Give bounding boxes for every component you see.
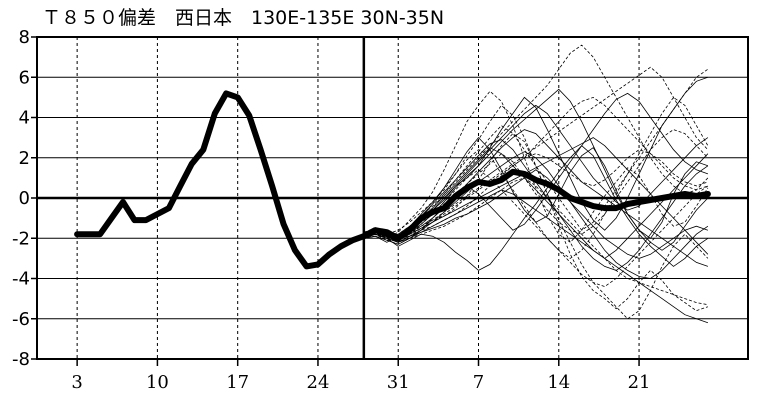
- ensemble-member-line: [363, 137, 709, 255]
- y-tick-label: 6: [19, 67, 30, 88]
- x-tick-label: 21: [628, 372, 651, 393]
- x-tick-label: 7: [473, 372, 484, 393]
- ensemble-member-line: [363, 189, 709, 324]
- ensemble-member-line: [363, 44, 709, 239]
- axes: [31, 36, 749, 366]
- y-tick-label: 2: [19, 148, 30, 169]
- x-tick-label: 10: [146, 372, 169, 393]
- chart-title: Ｔ８５０偏差 西日本 130E-135E 30N-35N: [42, 7, 444, 29]
- ensemble-member-line: [363, 177, 708, 306]
- observed-group: [74, 90, 402, 270]
- y-tick-labels: 8 6 4 2 0 -2 -4 -6 -8: [12, 27, 30, 370]
- ensemble-member-line: [363, 92, 709, 239]
- y-tick-label: -6: [12, 309, 30, 330]
- y-tick-label: -8: [12, 349, 30, 370]
- ensemble-mean-line: [360, 168, 711, 242]
- ensemble-mean-group: [360, 168, 711, 242]
- y-tick-label: -2: [12, 228, 30, 249]
- y-tick-label: 0: [19, 188, 30, 209]
- x-tick-labels: 3 10 17 24 31 7 14 21: [71, 372, 650, 393]
- ensemble-member-line: [363, 151, 709, 279]
- y-tick-label: 8: [19, 27, 30, 48]
- ensemble-member-line: [363, 68, 709, 239]
- ensemble-member-line: [363, 96, 709, 243]
- x-tick-label: 31: [387, 372, 410, 393]
- y-tick-label: -4: [12, 269, 30, 290]
- observed-line: [74, 90, 402, 270]
- x-tick-label: 3: [71, 372, 82, 393]
- x-tick-label: 17: [226, 372, 249, 393]
- ensemble-member-line: [363, 169, 709, 288]
- ensemble-member-line: [363, 147, 709, 259]
- ensemble-members: [363, 44, 709, 324]
- ensemble-member-line: [363, 66, 709, 241]
- x-tick-label: 24: [307, 372, 330, 393]
- ensemble-member-line: [363, 129, 709, 267]
- y-tick-label: 4: [19, 108, 30, 129]
- x-tick-label: 14: [547, 372, 570, 393]
